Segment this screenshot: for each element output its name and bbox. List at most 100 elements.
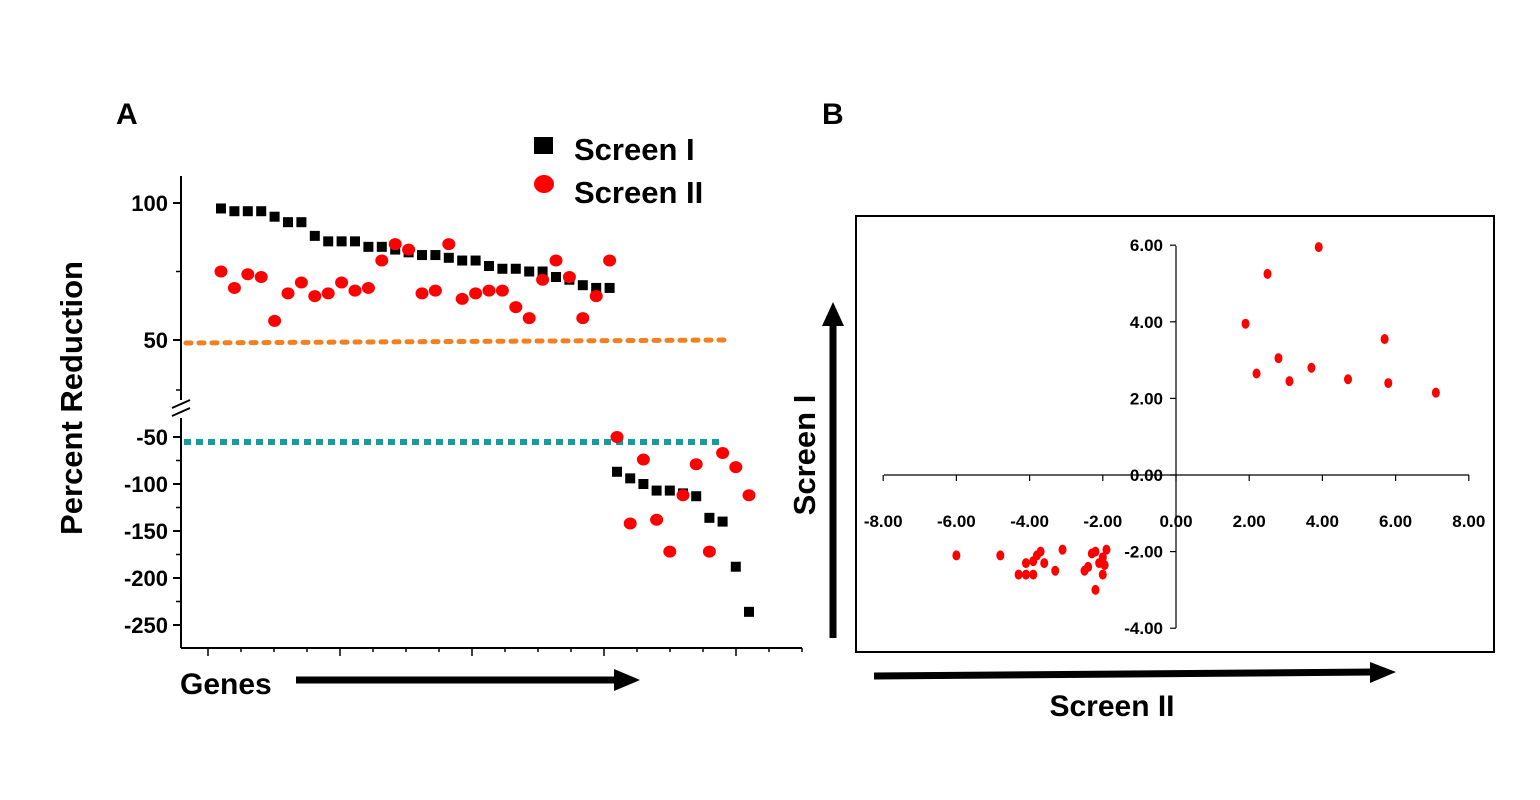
gene-point <box>1384 378 1393 389</box>
b-x-tick-label: -2.00 <box>1083 512 1122 531</box>
gene-point <box>1100 560 1109 571</box>
gene-point <box>1344 374 1353 385</box>
screen-i-point <box>309 230 320 241</box>
gene-point <box>1014 569 1023 580</box>
screen-ii-point <box>308 290 322 303</box>
screen-i-point <box>376 241 387 252</box>
screen-ii-point <box>375 254 389 267</box>
b-x-tick-label: 2.00 <box>1233 512 1266 531</box>
screen-ii-point <box>442 238 456 251</box>
screen-ii-point <box>729 461 743 474</box>
y-tick-label: -250 <box>124 613 168 638</box>
b-x-tick-label: -4.00 <box>1010 512 1049 531</box>
y-tick-label: -100 <box>124 472 168 497</box>
gene-point <box>1285 376 1294 387</box>
b-x-tick-label: 4.00 <box>1306 512 1339 531</box>
gene-point <box>1021 558 1030 569</box>
screen-i-point <box>744 606 754 617</box>
gene-point <box>1058 544 1067 555</box>
gene-point <box>1241 318 1250 329</box>
screen-i-point <box>216 203 226 214</box>
panel-a: A Screen I Screen II Percent Reduction 1… <box>54 98 803 701</box>
b-y-tick-label: 4.00 <box>1130 313 1163 332</box>
screen-ii-point <box>742 489 756 502</box>
gene-point <box>1036 546 1045 557</box>
gene-point <box>1252 368 1261 379</box>
b-x-tick-label: -6.00 <box>937 512 976 531</box>
screen-ii-point <box>509 301 523 314</box>
screen-i-point <box>691 491 702 502</box>
screen-i-point <box>457 255 468 266</box>
gene-point <box>1307 362 1316 373</box>
screen-i-point <box>484 261 494 272</box>
screen-i-point <box>664 485 675 496</box>
b-y-tick-label: 0.00 <box>1130 466 1163 485</box>
screen-ii-point <box>402 243 416 256</box>
screen-i-point <box>229 206 240 217</box>
screen-i-point <box>350 236 360 247</box>
genes-arrow <box>296 669 640 691</box>
screen-i-point <box>417 250 427 261</box>
screen-ii-point <box>294 276 308 289</box>
gene-point <box>1021 569 1030 580</box>
screen-ii-point <box>482 284 496 297</box>
b-y-tick-label: -2.00 <box>1124 543 1163 562</box>
y-tick-label: -50 <box>136 425 168 450</box>
screen-ii-point <box>536 273 550 286</box>
screen-ii-point <box>227 281 241 294</box>
screen-i-point <box>551 271 561 282</box>
screen-i-point <box>296 217 307 228</box>
screen-ii-point <box>549 254 563 267</box>
b-x-tick-label: 0.00 <box>1159 512 1192 531</box>
screen-i-point <box>283 217 293 228</box>
screen-i-point <box>256 206 267 217</box>
gene-point <box>1263 268 1272 279</box>
gene-point <box>1091 546 1100 557</box>
screen-ii-point <box>335 276 349 289</box>
screen-ii-point <box>348 284 362 297</box>
b-x-tick-label: -8.00 <box>864 512 903 531</box>
plot-frame-b <box>855 215 1495 653</box>
screen-ii-point <box>562 270 576 283</box>
screen-i-point <box>651 485 662 496</box>
screen-i-point <box>510 263 521 274</box>
axis-break-mark <box>171 399 191 417</box>
screen-ii-point <box>214 265 228 278</box>
b-y-tick-label: -4.00 <box>1124 619 1163 638</box>
screen-ii-point <box>268 314 282 327</box>
screen-ii-point <box>576 312 590 325</box>
screen-ii-point <box>388 238 402 251</box>
gene-point <box>1380 334 1389 345</box>
screen-i-point <box>269 211 280 222</box>
gene-point <box>1274 353 1283 364</box>
screen-i-point <box>363 241 374 252</box>
x-axis-ticks <box>207 648 803 656</box>
gene-point <box>996 550 1005 561</box>
screen-ii-point <box>716 446 730 459</box>
screen-ii-point <box>361 281 375 294</box>
screen-i-point <box>336 236 347 247</box>
axes-b: -8.00 -6.00 -4.00 -2.00 0.00 2.00 4.00 6.00 8.00… <box>864 236 1486 638</box>
screen-ii-point <box>623 517 637 530</box>
screen-ii-point <box>663 545 677 558</box>
legend-label-screen-ii: Screen II <box>574 175 703 210</box>
screen-ii-point <box>321 287 335 300</box>
y-tick-label: -150 <box>124 519 168 544</box>
plot-area-b <box>952 242 1440 595</box>
screen-ii-point <box>676 489 690 502</box>
y-tick-label: 50 <box>144 328 168 353</box>
screen-ii-point <box>522 312 536 325</box>
screen-i-arrow <box>822 302 844 638</box>
screen-ii-point <box>281 287 295 300</box>
gene-point <box>1098 569 1107 580</box>
screen-i-point <box>524 266 535 277</box>
y-axis-ticks: 100 50 -50 -100 -150 -200 -250 <box>124 191 181 638</box>
legend-square-marker <box>534 137 553 154</box>
screen-ii-point <box>254 270 268 283</box>
screen-ii-point <box>636 453 650 466</box>
threshold-line-positive <box>183 337 727 346</box>
b-x-tick-label: 6.00 <box>1379 512 1412 531</box>
gene-point <box>1102 544 1111 555</box>
screen-ii-point <box>702 545 716 558</box>
